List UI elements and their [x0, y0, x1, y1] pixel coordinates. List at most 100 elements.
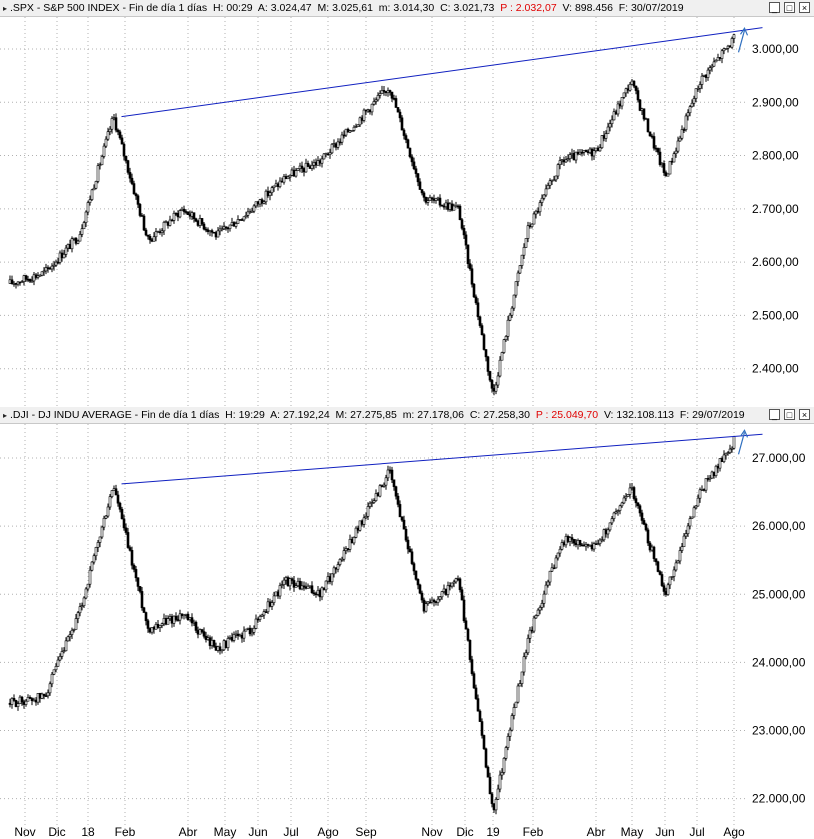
candle-body	[240, 219, 244, 221]
candle-body	[150, 239, 154, 242]
candle-body	[722, 454, 726, 462]
collapse-arrow-icon[interactable]: ▸	[2, 4, 7, 13]
minimize-button[interactable]: _	[769, 409, 780, 420]
candle-body	[40, 271, 44, 276]
candle-body	[412, 563, 416, 572]
spx-c: C: 3.021,73	[440, 2, 495, 14]
candle-body	[154, 623, 158, 630]
candle-body	[282, 176, 286, 183]
dji-h: H: 19:29	[225, 409, 265, 421]
candle-body	[300, 585, 304, 590]
candle-body	[226, 638, 230, 649]
candle-body	[108, 496, 112, 508]
candle-body	[446, 585, 450, 595]
candle-body	[212, 231, 216, 234]
candle-body	[218, 228, 222, 232]
candle-body	[224, 640, 228, 649]
arrow-head-icon	[740, 27, 749, 36]
candle-body	[370, 502, 374, 504]
candle-body	[682, 535, 686, 548]
candle-body	[520, 671, 524, 684]
candle-body	[114, 117, 118, 131]
candle-body	[198, 629, 202, 635]
dji-symbol: .DJI	[10, 409, 29, 421]
candle-body	[130, 177, 134, 184]
candle-body	[146, 620, 150, 629]
candle-body	[138, 586, 142, 592]
collapse-arrow-icon[interactable]: ▸	[2, 411, 7, 420]
candle-body	[52, 264, 56, 267]
candle-body	[196, 220, 200, 226]
minimize-button[interactable]: _	[769, 2, 780, 13]
candle-body	[218, 646, 222, 651]
candle-body	[98, 164, 102, 167]
candle-body	[220, 228, 224, 231]
candle-body	[526, 637, 530, 654]
spx-chart: 3.000,00 2.900,00 2.800,00 2.700,00 2.600,00…	[0, 17, 799, 406]
candle-body	[420, 189, 424, 194]
candle-body	[546, 185, 550, 190]
candle-body	[466, 244, 470, 264]
maximize-button[interactable]: □	[784, 409, 795, 420]
candle-body	[320, 158, 324, 164]
candle-body	[624, 88, 628, 94]
candle-body	[390, 91, 394, 99]
spx-panel: ▸ .SPX - S&P 500 INDEX - Fin de día 1 día…	[0, 0, 814, 406]
candle-body	[338, 559, 342, 565]
candle-body	[558, 548, 562, 554]
candle-body	[636, 90, 640, 101]
candle-body	[474, 687, 478, 699]
candle-body	[466, 628, 470, 641]
candle-body	[24, 700, 28, 705]
x-tick-label: Jul	[283, 825, 298, 839]
candle-body	[662, 163, 666, 173]
candle-body	[54, 261, 58, 266]
candle-body	[144, 229, 148, 236]
x-tick-label: Dic	[456, 825, 473, 839]
close-button[interactable]: ×	[799, 409, 810, 420]
candle-body	[374, 493, 378, 501]
candle-body	[632, 80, 636, 87]
candle-body	[372, 101, 376, 105]
candle-body	[206, 229, 210, 232]
candle-body	[556, 552, 560, 559]
candle-body	[714, 465, 718, 476]
candle-body	[302, 585, 306, 588]
candle-body	[364, 516, 368, 519]
candle-body	[236, 219, 240, 224]
candle-body	[522, 247, 526, 256]
candle-body	[180, 208, 184, 211]
candle-body	[426, 200, 430, 203]
candle-body	[480, 325, 484, 335]
candle-body	[558, 160, 562, 165]
candle-body	[288, 174, 292, 178]
x-tick-label: Jun	[248, 825, 267, 839]
candle-body	[106, 131, 110, 140]
candle-body	[164, 618, 168, 625]
candle-body	[108, 128, 112, 132]
candle-body	[8, 279, 12, 284]
candle-body	[626, 494, 630, 497]
candle-body	[514, 281, 518, 296]
candle-body	[402, 519, 406, 530]
candle-body	[158, 625, 162, 628]
close-button[interactable]: ×	[799, 2, 810, 13]
maximize-button[interactable]: □	[784, 2, 795, 13]
candle-body	[350, 130, 354, 132]
candle-body	[606, 126, 610, 135]
candle-body	[94, 547, 98, 557]
candle-body	[104, 515, 108, 519]
candle-body	[638, 99, 642, 111]
candle-body	[132, 183, 136, 195]
candle-body	[544, 584, 548, 595]
candle-body	[486, 766, 490, 778]
candle-body	[406, 139, 410, 149]
candle-body	[382, 90, 386, 92]
candle-body	[290, 578, 294, 581]
candle-body	[416, 173, 420, 183]
candle-body	[484, 349, 488, 358]
candle-body	[634, 85, 638, 91]
candle-body	[260, 199, 264, 204]
candle-body	[226, 227, 230, 230]
candle-body	[174, 615, 178, 620]
